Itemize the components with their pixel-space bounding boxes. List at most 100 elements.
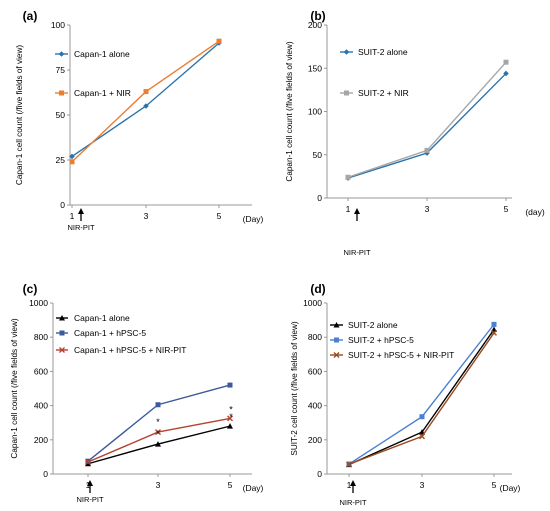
y-axis-label: SUIT-2 cell count (/five fields of view) bbox=[290, 321, 299, 456]
legend-item: Capan-1 + hPSC-5 + NIR-PIT bbox=[56, 345, 186, 355]
x-tick-label: 3 bbox=[420, 480, 425, 490]
y-tick-label: 200 bbox=[308, 20, 322, 30]
data-point bbox=[419, 433, 425, 440]
data-point bbox=[143, 103, 149, 109]
panel-label: (a) bbox=[23, 9, 38, 23]
x-axis-label: (Day) bbox=[243, 483, 264, 493]
x-tick-label: 5 bbox=[504, 204, 509, 214]
legend-marker bbox=[59, 90, 64, 96]
data-point bbox=[155, 441, 161, 447]
y-tick-label: 25 bbox=[56, 155, 66, 165]
y-tick-label: 0 bbox=[317, 469, 322, 479]
panel-label: (c) bbox=[23, 282, 38, 296]
y-tick-label: 100 bbox=[51, 20, 65, 30]
legend-marker bbox=[344, 90, 349, 96]
y-tick-label: 75 bbox=[56, 65, 66, 75]
legend-label: Capan-1 + hPSC-5 + NIR-PIT bbox=[74, 345, 186, 355]
legend-item: Capan-1 + NIR bbox=[55, 88, 131, 98]
y-tick-label: 1000 bbox=[303, 298, 322, 308]
data-point bbox=[345, 174, 351, 180]
series-line bbox=[348, 323, 495, 465]
x-tick-label: 1 bbox=[70, 211, 75, 221]
data-point bbox=[424, 147, 430, 153]
up-arrow-icon bbox=[350, 480, 356, 486]
x-tick-label: 5 bbox=[228, 480, 233, 490]
legend-marker bbox=[333, 322, 340, 328]
y-tick-label: 0 bbox=[317, 193, 322, 203]
y-axis-label: Capan-1 cell count (/five fields of view… bbox=[10, 318, 19, 458]
legend-item: SUIT-2 + NIR bbox=[340, 88, 409, 98]
legend-marker bbox=[59, 315, 65, 321]
x-tick-label: 3 bbox=[156, 480, 161, 490]
x-axis-label: (Day) bbox=[243, 214, 264, 224]
x-axis-label: (Day) bbox=[500, 483, 521, 493]
up-arrow-icon bbox=[78, 208, 84, 214]
y-tick-label: 600 bbox=[34, 366, 48, 376]
y-tick-label: 100 bbox=[308, 107, 322, 117]
legend-label: SUIT-2 alone bbox=[348, 320, 398, 330]
significance-asterisk: * bbox=[156, 429, 160, 439]
x-tick-label: 1 bbox=[346, 204, 351, 214]
nir-pit-annotation: NIR-PIT bbox=[343, 248, 371, 257]
legend-item: Capan-1 alone bbox=[55, 49, 130, 59]
data-point bbox=[491, 329, 497, 336]
nir-pit-annotation: NIR-PIT bbox=[76, 495, 104, 504]
legend-label: Capan-1 + hPSC-5 bbox=[74, 328, 146, 338]
y-tick-label: 1000 bbox=[29, 298, 48, 308]
y-axis-label: Capan-1 cell count (/five fields of view… bbox=[285, 41, 294, 181]
legend-marker bbox=[334, 337, 339, 343]
y-tick-label: 400 bbox=[34, 401, 48, 411]
y-tick-label: 600 bbox=[308, 366, 322, 376]
legend-marker bbox=[59, 347, 65, 353]
y-tick-label: 0 bbox=[60, 200, 65, 210]
data-point bbox=[491, 321, 497, 327]
data-point bbox=[503, 70, 509, 77]
legend-marker bbox=[58, 51, 65, 57]
data-point bbox=[227, 382, 233, 388]
legend-item: SUIT-2 + hPSC-5 + NIR-PIT bbox=[330, 350, 454, 360]
nir-pit-annotation: NIR-PIT bbox=[339, 498, 367, 507]
nir-pit-annotation: NIR-PIT bbox=[67, 223, 95, 232]
data-point bbox=[227, 415, 233, 422]
legend-marker bbox=[333, 352, 340, 358]
series-line bbox=[71, 42, 220, 157]
legend-marker bbox=[59, 330, 65, 336]
y-tick-label: 150 bbox=[308, 63, 322, 73]
legend-label: SUIT-2 + NIR bbox=[358, 88, 409, 98]
y-tick-label: 800 bbox=[34, 332, 48, 342]
legend-marker bbox=[343, 49, 350, 55]
series-line bbox=[71, 40, 220, 163]
data-point bbox=[155, 402, 161, 408]
data-point bbox=[216, 38, 222, 44]
legend-item: Capan-1 + hPSC-5 bbox=[56, 328, 146, 338]
x-tick-label: 5 bbox=[217, 211, 222, 221]
data-point bbox=[419, 414, 425, 420]
panel-label: (d) bbox=[310, 282, 325, 296]
x-tick-label: 1 bbox=[347, 480, 352, 490]
y-tick-label: 200 bbox=[34, 435, 48, 445]
data-point bbox=[69, 159, 75, 165]
data-point bbox=[503, 59, 509, 65]
chart-panel: (d) 0 200 400 600 800 1000 1 3 5 (Day) SUIT-2 cell … bbox=[290, 282, 521, 507]
data-point bbox=[143, 89, 149, 95]
y-tick-label: 400 bbox=[308, 401, 322, 411]
data-point bbox=[346, 461, 352, 468]
significance-asterisk: * bbox=[156, 417, 160, 427]
up-arrow-icon bbox=[87, 480, 93, 486]
y-tick-label: 0 bbox=[43, 469, 48, 479]
up-arrow-icon bbox=[354, 208, 360, 214]
significance-asterisk: * bbox=[229, 404, 233, 414]
x-axis-label: (day) bbox=[525, 207, 545, 217]
legend-label: Capan-1 alone bbox=[74, 49, 130, 59]
legend-label: Capan-1 alone bbox=[74, 313, 130, 323]
y-tick-label: 800 bbox=[308, 332, 322, 342]
legend-item: SUIT-2 + hPSC-5 bbox=[330, 335, 414, 345]
y-axis-label: Capan-1 cell count (/five fields of view… bbox=[15, 45, 24, 185]
legend-label: SUIT-2 + hPSC-5 bbox=[348, 335, 414, 345]
panel-label: (b) bbox=[310, 9, 325, 23]
chart-panel: (a) 0 25 50 75 100 1 3 5 (Day) Capan-1 cell count … bbox=[15, 9, 264, 232]
legend-label: SUIT-2 alone bbox=[358, 47, 408, 57]
data-point bbox=[69, 153, 75, 160]
